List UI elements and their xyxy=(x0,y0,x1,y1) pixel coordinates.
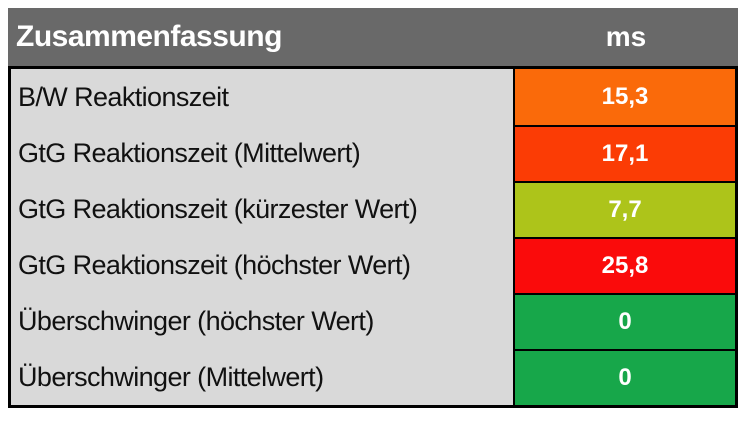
metric-value: 25,8 xyxy=(513,237,735,293)
metric-label: B/W Reaktionszeit xyxy=(11,69,513,125)
table-body: B/W Reaktionszeit 15,3 GtG Reaktionszeit… xyxy=(8,66,738,408)
metric-value: 15,3 xyxy=(513,69,735,125)
table-row: GtG Reaktionszeit (höchster Wert) 25,8 xyxy=(11,237,735,293)
metric-label: GtG Reaktionszeit (kürzester Wert) xyxy=(11,181,513,237)
metric-value: 7,7 xyxy=(513,181,735,237)
table-row: GtG Reaktionszeit (kürzester Wert) 7,7 xyxy=(11,181,735,237)
table-header-row: Zusammenfassung ms xyxy=(8,8,738,66)
metric-value: 17,1 xyxy=(513,125,735,181)
table-row: Überschwinger (Mittelwert) 0 xyxy=(11,349,735,405)
table-row: B/W Reaktionszeit 15,3 xyxy=(11,69,735,125)
metric-label: GtG Reaktionszeit (Mittelwert) xyxy=(11,125,513,181)
metric-label: GtG Reaktionszeit (höchster Wert) xyxy=(11,237,513,293)
table-row: GtG Reaktionszeit (Mittelwert) 17,1 xyxy=(11,125,735,181)
summary-table: Zusammenfassung ms B/W Reaktionszeit 15,… xyxy=(8,8,738,408)
metric-value: 0 xyxy=(513,293,735,349)
metric-label: Überschwinger (Mittelwert) xyxy=(11,349,513,405)
metric-label: Überschwinger (höchster Wert) xyxy=(11,293,513,349)
table-title: Zusammenfassung xyxy=(16,20,282,53)
unit-column-header: ms xyxy=(605,21,647,52)
metric-value: 0 xyxy=(513,349,735,405)
table-row: Überschwinger (höchster Wert) 0 xyxy=(11,293,735,349)
